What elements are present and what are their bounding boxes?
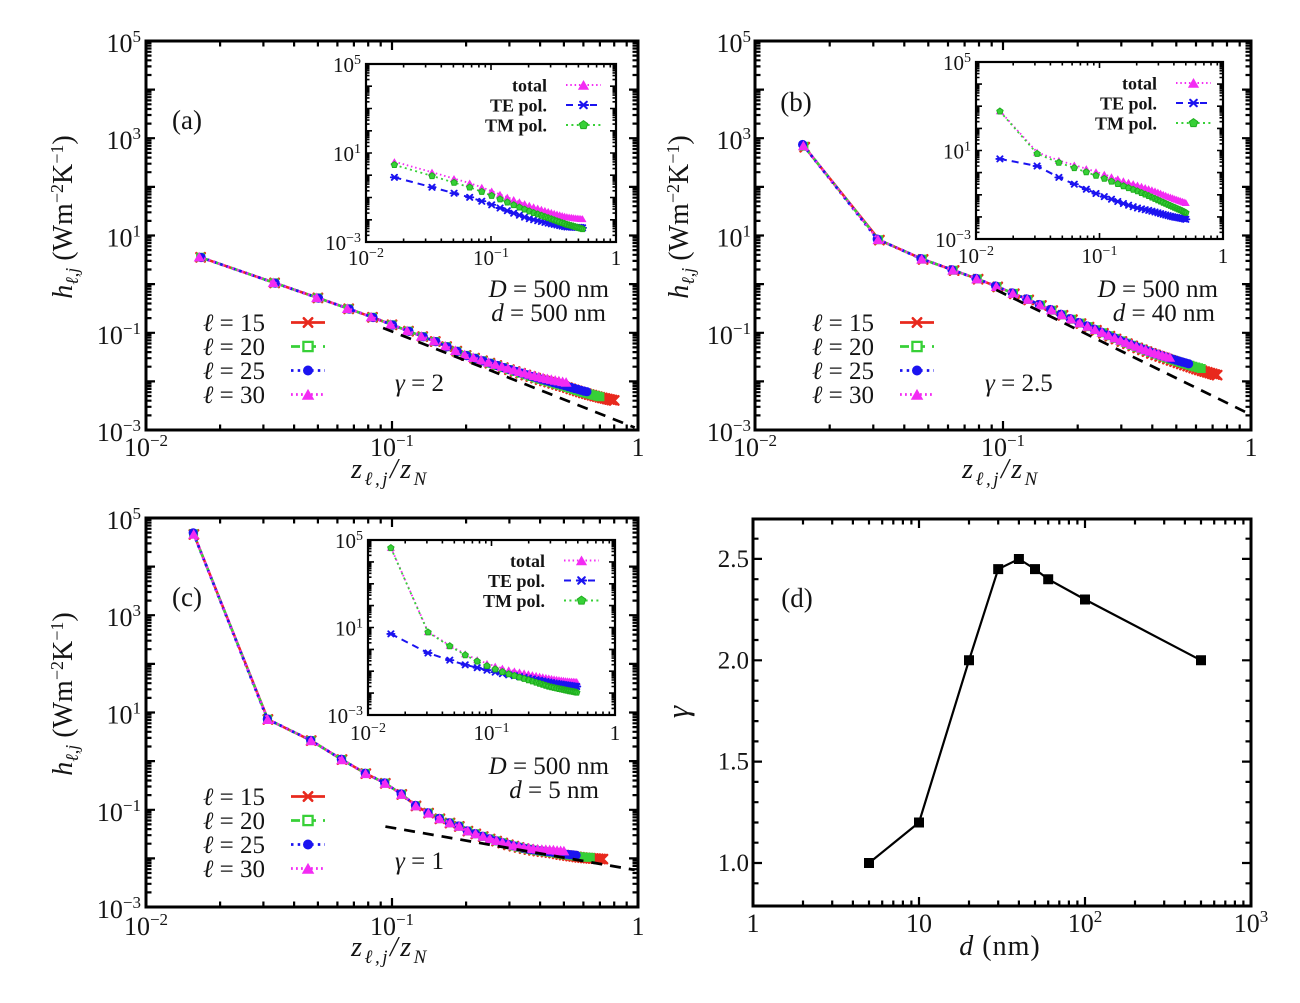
svg-text:d = 5 nm: d = 5 nm — [509, 777, 599, 804]
svg-text:1: 1 — [611, 246, 622, 270]
svg-text:γ = 1: γ = 1 — [395, 848, 444, 875]
svg-text:ℓ = 15: ℓ = 15 — [812, 310, 874, 337]
svg-text:2.5: 2.5 — [718, 546, 749, 573]
svg-text:10−1: 10−1 — [97, 796, 141, 827]
svg-text:ℓ = 15: ℓ = 15 — [203, 310, 265, 337]
svg-text:ℓ = 20: ℓ = 20 — [203, 334, 265, 361]
svg-text:TE pol.: TE pol. — [490, 96, 547, 116]
svg-text:hℓ,j (Wm−2K−1): hℓ,j (Wm−2K−1) — [47, 612, 82, 775]
svg-text:hℓ,j (Wm−2K−1): hℓ,j (Wm−2K−1) — [47, 135, 82, 298]
svg-text:1: 1 — [1218, 244, 1229, 268]
svg-text:TM pol.: TM pol. — [485, 116, 547, 136]
svg-text:TE pol.: TE pol. — [1100, 94, 1157, 114]
svg-text:10−3: 10−3 — [707, 416, 751, 447]
svg-text:1: 1 — [747, 909, 760, 938]
svg-text:ℓ = 25: ℓ = 25 — [203, 358, 265, 385]
svg-text:D = 500 nm: D = 500 nm — [1097, 276, 1219, 303]
svg-text:101: 101 — [943, 140, 971, 164]
svg-text:(b): (b) — [780, 87, 811, 117]
svg-text:ℓ = 30: ℓ = 30 — [203, 856, 265, 883]
svg-text:zℓ,j/zN: zℓ,j/zN — [961, 454, 1040, 490]
svg-text:1: 1 — [1245, 433, 1258, 462]
svg-text:D = 500 nm: D = 500 nm — [488, 753, 610, 780]
svg-text:γ = 2.5: γ = 2.5 — [985, 370, 1053, 397]
svg-text:TM pol.: TM pol. — [1095, 114, 1157, 134]
svg-text:10−1: 10−1 — [707, 319, 751, 350]
svg-text:(d): (d) — [781, 583, 812, 613]
svg-text:d = 500 nm: d = 500 nm — [491, 300, 606, 327]
svg-text:total: total — [510, 551, 545, 571]
svg-text:101: 101 — [335, 617, 363, 641]
svg-text:ℓ = 30: ℓ = 30 — [203, 382, 265, 409]
svg-text:hℓ,j (Wm−2K−1): hℓ,j (Wm−2K−1) — [663, 135, 698, 298]
svg-text:ℓ = 25: ℓ = 25 — [203, 832, 265, 859]
svg-text:TE pol.: TE pol. — [488, 571, 545, 591]
svg-text:10−1: 10−1 — [473, 246, 509, 270]
svg-text:103: 103 — [1234, 907, 1269, 938]
svg-text:total: total — [1122, 74, 1157, 94]
svg-text:ℓ = 30: ℓ = 30 — [812, 382, 874, 409]
svg-text:ℓ = 20: ℓ = 20 — [812, 334, 874, 361]
svg-text:d = 40 nm: d = 40 nm — [1113, 300, 1216, 327]
svg-text:(c): (c) — [172, 582, 202, 612]
svg-text:total: total — [512, 76, 547, 96]
svg-text:10−1: 10−1 — [97, 319, 141, 350]
svg-text:D = 500 nm: D = 500 nm — [488, 276, 610, 303]
svg-text:10−1: 10−1 — [474, 721, 510, 745]
svg-text:1.5: 1.5 — [718, 749, 749, 776]
svg-text:zℓ,j/zN: zℓ,j/zN — [350, 454, 429, 490]
svg-text:γ: γ — [660, 705, 695, 718]
svg-text:1.0: 1.0 — [718, 850, 749, 877]
svg-text:2.0: 2.0 — [718, 647, 749, 674]
svg-text:10: 10 — [906, 909, 932, 938]
svg-text:(a): (a) — [172, 105, 202, 135]
svg-text:1: 1 — [632, 912, 645, 941]
svg-text:TM pol.: TM pol. — [483, 591, 545, 611]
svg-text:1: 1 — [632, 433, 645, 462]
svg-text:zℓ,j/zN: zℓ,j/zN — [350, 932, 429, 968]
svg-text:ℓ = 25: ℓ = 25 — [812, 358, 874, 385]
svg-text:10−3: 10−3 — [325, 231, 361, 255]
svg-text:ℓ = 15: ℓ = 15 — [203, 784, 265, 811]
svg-text:d (nm): d (nm) — [959, 931, 1040, 962]
svg-text:1: 1 — [610, 721, 621, 745]
svg-text:ℓ = 20: ℓ = 20 — [203, 808, 265, 835]
svg-text:γ = 2: γ = 2 — [395, 370, 444, 397]
